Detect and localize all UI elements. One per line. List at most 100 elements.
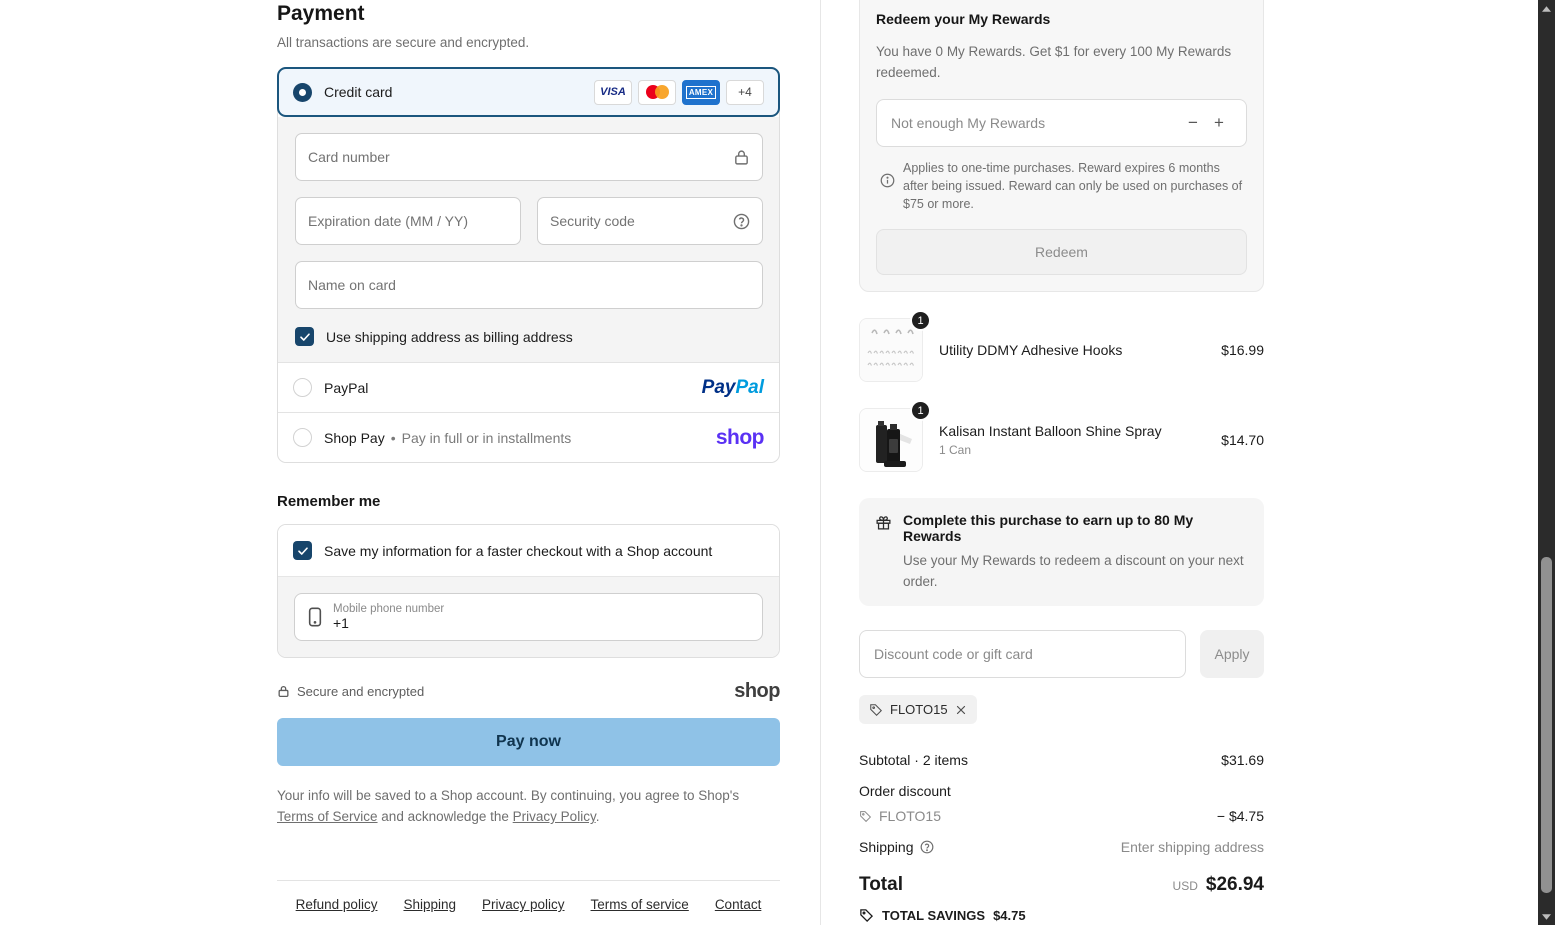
product-price: $16.99: [1221, 342, 1264, 358]
payment-method-group: Credit card VISA AMEX +4: [277, 67, 780, 463]
amex-icon: AMEX: [682, 79, 720, 105]
total-savings-row: TOTAL SAVINGS $4.75: [859, 908, 1264, 923]
more-cards-badge: +4: [726, 79, 764, 105]
vertical-scrollbar[interactable]: [1538, 0, 1555, 925]
discount-tag-icon: [869, 703, 883, 717]
credit-card-fields: Use shipping address as billing address: [278, 117, 779, 362]
payment-method-shop-pay[interactable]: Shop Pay • Pay in full or in installment…: [278, 412, 779, 462]
discount-tag-icon: [859, 810, 872, 823]
expiration-input[interactable]: [308, 213, 508, 229]
name-on-card-input[interactable]: [308, 277, 750, 293]
shipping-link[interactable]: Shipping: [403, 897, 456, 912]
contact-link[interactable]: Contact: [714, 897, 762, 912]
subtotal-label: Subtotal · 2 items: [859, 752, 968, 768]
product-thumbnail-hooks: 1: [859, 310, 931, 382]
rewards-panel: Redeem your My Rewards You have 0 My Rew…: [859, 0, 1264, 292]
remember-me-heading: Remember me: [277, 493, 381, 510]
terms-of-service-footer-link[interactable]: Terms of service: [590, 897, 689, 912]
product-name: Kalisan Instant Balloon Shine Spray: [939, 423, 1162, 439]
rewards-minus-button[interactable]: −: [1180, 110, 1206, 136]
privacy-policy-footer-link[interactable]: Privacy policy: [482, 897, 565, 912]
phone-field-label: Mobile phone number: [333, 602, 445, 615]
terms-of-service-link[interactable]: Terms of Service: [277, 809, 378, 824]
discount-tag-icon: [859, 908, 874, 923]
discount-chip-code: FLOTO15: [890, 702, 948, 717]
shipping-value: Enter shipping address: [1120, 839, 1264, 855]
shop-pay-bullet: •: [390, 429, 396, 446]
rewards-body: You have 0 My Rewards. Get $1 for every …: [876, 44, 1232, 80]
phone-section: Mobile phone number: [278, 576, 779, 657]
question-circle-icon[interactable]: [920, 840, 934, 854]
product-thumbnail-spray: 1: [859, 400, 931, 472]
mobile-phone-icon: [307, 607, 323, 627]
paypal-logo: PayPal: [701, 376, 764, 398]
scrollbar-thumb[interactable]: [1541, 557, 1552, 893]
order-discount-label: Order discount: [859, 783, 951, 799]
mastercard-icon: [638, 79, 676, 105]
rewards-note-row: Applies to one-time purchases. Reward ex…: [876, 159, 1247, 213]
discount-field-wrap: [859, 630, 1186, 678]
refund-policy-link[interactable]: Refund policy: [295, 897, 378, 912]
security-code-field-wrap: [537, 197, 763, 245]
disclaimer-text-3: .: [595, 809, 600, 824]
rewards-stepper: − +: [876, 99, 1247, 147]
disclaimer-text-1: Your info will be saved to a Shop accoun…: [277, 788, 740, 803]
rewards-note: Applies to one-time purchases. Reward ex…: [903, 161, 1243, 211]
pay-now-button[interactable]: Pay now: [277, 718, 780, 766]
discount-row: Apply: [859, 630, 1264, 678]
radio-unselected-icon[interactable]: [293, 428, 312, 447]
cart-section: 1 Utility DDMY Adhesive Hooks $16.99: [859, 310, 1264, 923]
shipping-label: Shipping: [859, 839, 914, 855]
radio-unselected-icon[interactable]: [293, 378, 312, 397]
info-circle-icon: [880, 173, 895, 213]
cost-summary: Subtotal · 2 items $31.69 Order discount…: [859, 752, 1264, 923]
billing-address-checkbox-row[interactable]: Use shipping address as billing address: [295, 327, 763, 346]
footer-divider: [277, 880, 780, 881]
payment-method-paypal[interactable]: PayPal PayPal: [278, 362, 779, 412]
redeem-button[interactable]: Redeem: [876, 229, 1247, 275]
close-icon[interactable]: [955, 704, 967, 716]
discount-code-input[interactable]: [874, 646, 1171, 662]
quantity-badge: 1: [910, 310, 931, 331]
payment-column: Payment All transactions are secure and …: [277, 0, 821, 925]
total-savings-label: TOTAL SAVINGS: [882, 908, 986, 923]
remember-me-box: Save my information for a faster checkou…: [277, 524, 780, 658]
phone-field-wrap: Mobile phone number: [294, 593, 763, 641]
discount-amount: − $4.75: [1216, 808, 1264, 824]
credit-card-label: Credit card: [324, 84, 393, 100]
scroll-up-arrow[interactable]: [1538, 0, 1555, 17]
privacy-policy-link[interactable]: Privacy Policy: [512, 809, 596, 824]
payment-subtitle: All transactions are secure and encrypte…: [277, 35, 530, 50]
shop-pay-description: Pay in full or in installments: [401, 429, 572, 446]
scroll-down-arrow[interactable]: [1538, 908, 1555, 925]
shop-logo-dark: shop: [734, 680, 780, 702]
applied-discount-code: FLOTO15: [879, 808, 941, 824]
order-summary-column: Redeem your My Rewards You have 0 My Rew…: [821, 0, 1555, 925]
visa-icon: VISA: [594, 79, 632, 105]
checkbox-checked-icon[interactable]: [295, 327, 314, 346]
checkbox-checked-icon[interactable]: [293, 541, 312, 560]
radio-selected-icon[interactable]: [293, 82, 312, 102]
apply-button[interactable]: Apply: [1200, 630, 1264, 678]
security-code-input[interactable]: [550, 213, 733, 229]
rewards-plus-button[interactable]: +: [1206, 110, 1232, 136]
name-on-card-field-wrap: [295, 261, 763, 309]
shop-account-disclaimer: Your info will be saved to a Shop accoun…: [277, 785, 757, 827]
payment-method-credit-card[interactable]: Credit card VISA AMEX +4: [277, 67, 780, 117]
card-number-input[interactable]: [308, 149, 733, 165]
card-brand-badges: VISA AMEX +4: [594, 79, 764, 105]
billing-checkbox-label: Use shipping address as billing address: [326, 328, 573, 345]
earn-rewards-banner: Complete this purchase to earn up to 80 …: [859, 498, 1264, 606]
lock-icon: [277, 685, 290, 698]
expiration-field-wrap: [295, 197, 521, 245]
rewards-amount-input[interactable]: [891, 115, 1180, 131]
question-circle-icon[interactable]: [733, 213, 750, 230]
discount-code-chip: FLOTO15: [859, 695, 977, 724]
cart-item: 1 Kalisan Instant Balloon Shine Spray 1 …: [859, 400, 1264, 472]
total-label: Total: [859, 874, 903, 895]
save-info-checkbox-row[interactable]: Save my information for a faster checkou…: [278, 525, 779, 576]
lock-icon: [733, 149, 750, 166]
currency-code: USD: [1172, 879, 1198, 893]
phone-input[interactable]: [333, 614, 750, 632]
